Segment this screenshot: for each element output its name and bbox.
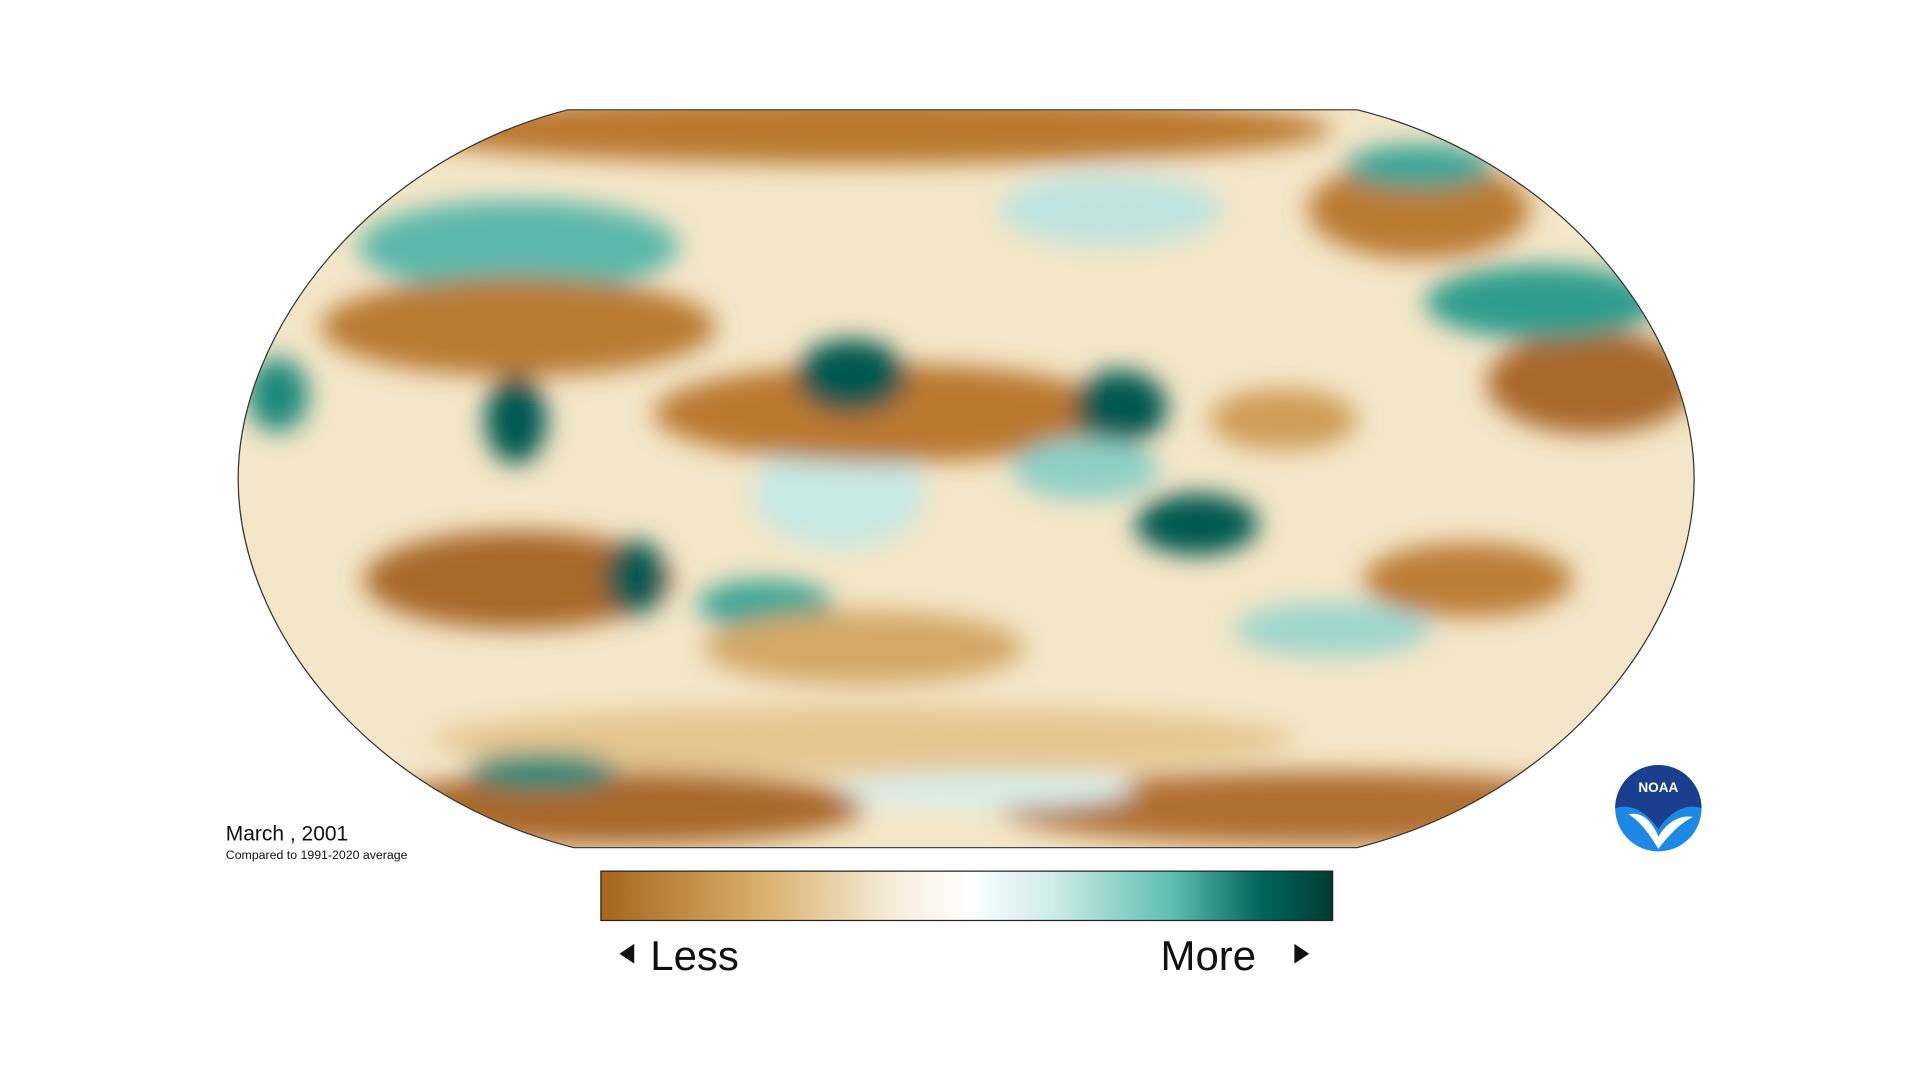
noaa-logo: NOAA [1615, 765, 1702, 852]
map-outline [237, 109, 1695, 849]
figure-layer: March , 2001 Compared to 1991-2020 avera… [226, 109, 1702, 979]
legend-high-label: More [1161, 932, 1257, 979]
legend-low-label: Less [650, 932, 739, 979]
map-field [238, 109, 1695, 848]
color-bar [600, 870, 1334, 922]
map-date: March , 2001 [226, 822, 348, 845]
less-arrow [619, 943, 635, 964]
map-baseline: Compared to 1991-2020 average [226, 848, 408, 862]
more-arrow [1294, 943, 1310, 964]
logo-text: NOAA [1638, 780, 1678, 795]
